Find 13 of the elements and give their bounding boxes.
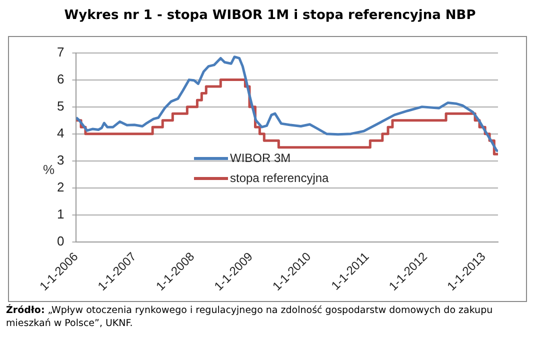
chart-title: Wykres nr 1 - stopa WIBOR 1M i stopa referencyjna NBP [63, 8, 477, 23]
y-tick-label: 3 [56, 152, 64, 168]
y-tick-label: 0 [56, 233, 64, 248]
y-axis-title: % [43, 162, 55, 177]
y-tick-label: 7 [56, 44, 64, 60]
y-tick-label: 5 [56, 98, 64, 114]
y-tick-label: 6 [56, 71, 64, 86]
y-tick-label: 1 [56, 206, 64, 222]
y-tick-label: 4 [56, 125, 64, 140]
legend-label: stopa referencyjna [230, 171, 329, 185]
legend-label: WIBOR 3M [230, 151, 291, 165]
y-tick-label: 2 [56, 179, 64, 194]
text: Źródło: „Wpływ otoczenia rynkowego i regulacyjnego na zdolność gospodarstw domowych do zakupu mieszkań w Polsce”, UKNF. [6, 304, 494, 330]
